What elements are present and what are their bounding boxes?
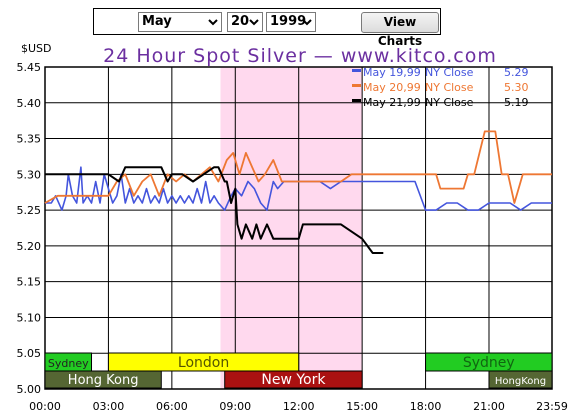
session-label: New York xyxy=(261,372,326,388)
year-select[interactable]: 1999 xyxy=(266,12,316,32)
x-tick-label: 09:00 xyxy=(219,400,251,413)
x-tick-label: 21:00 xyxy=(473,400,505,413)
y-tick-label: 5.30 xyxy=(17,168,42,181)
legend-swatch xyxy=(352,69,361,72)
session-hongkong: HongKong xyxy=(488,370,553,389)
y-tick-label: 5.35 xyxy=(17,133,42,146)
series-line-may-21-99 xyxy=(45,166,384,254)
chart-controls: May 20 1999 View Charts xyxy=(93,8,441,48)
y-tick-label: 5.05 xyxy=(17,347,42,360)
chart-title: 24 Hour Spot Silver — www.kitco.com xyxy=(103,45,497,67)
chevron-down-icon xyxy=(249,19,259,26)
month-select[interactable]: May xyxy=(138,12,222,32)
x-tick-label: 15:00 xyxy=(346,400,378,413)
y-axis-label: $USD xyxy=(21,42,52,55)
session-label: Hong Kong xyxy=(68,373,139,388)
session-new-york: New York xyxy=(224,370,363,389)
legend-date: May 20,99 xyxy=(363,81,421,94)
y-tick-label: 5.45 xyxy=(17,61,42,74)
session-bar xyxy=(488,370,553,389)
session-bar xyxy=(107,352,300,372)
y-tick-label: 5.40 xyxy=(17,97,42,110)
chevron-down-icon xyxy=(208,19,218,26)
x-tick-label: 00:00 xyxy=(29,400,61,413)
legend-label: NY Close xyxy=(425,66,474,79)
session-sydney: Sydney xyxy=(44,352,93,372)
session-label: London xyxy=(178,355,229,371)
legend-label: NY Close xyxy=(425,96,474,109)
session-label: HongKong xyxy=(495,376,546,387)
legend-value: 5.29 xyxy=(504,66,529,79)
session-bar xyxy=(425,352,553,372)
x-tick-label: 06:00 xyxy=(156,400,188,413)
day-select-value: 20 xyxy=(231,14,250,29)
series-line-may-19-99 xyxy=(45,166,552,211)
legend-swatch xyxy=(352,99,361,102)
chevron-down-icon xyxy=(302,19,312,26)
session-label: Sydney xyxy=(48,357,89,370)
day-select[interactable]: 20 xyxy=(227,12,263,32)
legend-date: May 21,99 xyxy=(363,96,421,109)
y-tick-label: 5.15 xyxy=(17,276,42,289)
session-label: Sydney xyxy=(463,355,515,371)
y-tick-label: 5.25 xyxy=(17,204,42,217)
session-bar xyxy=(44,352,93,372)
legend-value: 5.30 xyxy=(504,81,529,94)
x-tick-label: 03:00 xyxy=(93,400,125,413)
session-sydney: Sydney xyxy=(425,352,553,372)
view-charts-button[interactable]: View Charts xyxy=(361,12,439,48)
session-bar xyxy=(224,370,363,389)
series-line-may-20-99 xyxy=(44,130,552,204)
legend-value: 5.19 xyxy=(504,96,529,109)
legend-label: NY Close xyxy=(425,81,474,94)
y-tick-label: 5.00 xyxy=(17,383,42,396)
y-tick-label: 5.20 xyxy=(17,240,42,253)
month-select-value: May xyxy=(142,14,172,29)
year-select-value: 1999 xyxy=(270,14,307,29)
x-tick-label: 12:00 xyxy=(283,400,315,413)
legend-swatch xyxy=(352,84,361,87)
x-tick-label: 23:59 xyxy=(536,400,568,413)
x-tick-label: 18:00 xyxy=(410,400,442,413)
ny-session-shade xyxy=(220,67,363,389)
session-hong-kong: Hong Kong xyxy=(44,370,162,389)
session-london: London xyxy=(107,352,300,372)
y-tick-label: 5.10 xyxy=(17,311,42,324)
legend-date: May 19,99 xyxy=(363,66,421,79)
session-bar xyxy=(44,370,162,389)
plot-frame xyxy=(44,66,553,390)
